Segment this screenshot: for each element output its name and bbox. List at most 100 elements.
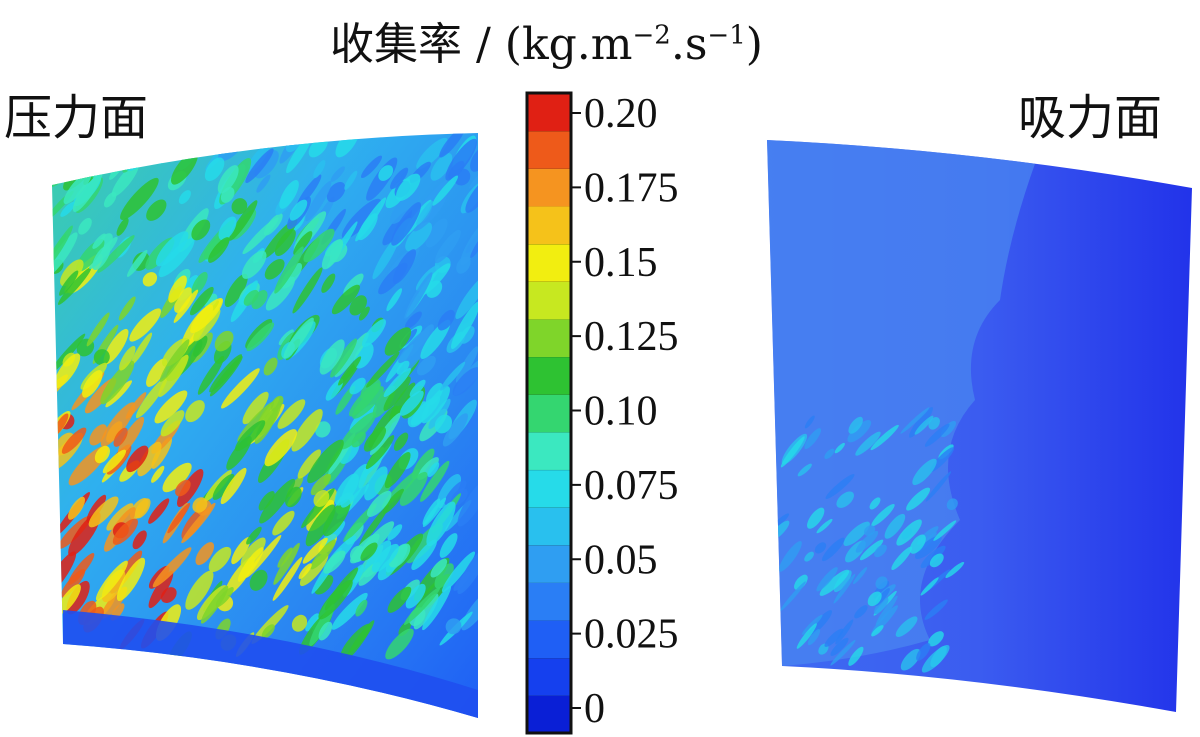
pressure-surface-streak xyxy=(245,133,259,149)
suction-surface-streak xyxy=(875,576,888,590)
suction-surface-streak xyxy=(814,542,827,554)
pressure-surface-streak xyxy=(277,399,306,429)
pressure-surface-streak xyxy=(214,330,234,352)
suction-surface-streak xyxy=(916,643,931,661)
pressure-surface-streak xyxy=(470,227,478,259)
pressure-surface-streak xyxy=(365,435,395,470)
pressure-surface-streak xyxy=(60,259,84,287)
pressure-surface-streak xyxy=(116,557,146,602)
pressure-surface-streak xyxy=(185,400,205,423)
pressure-surface-streak xyxy=(338,356,362,386)
pressure-surface-label: 压力面 xyxy=(4,90,149,146)
pressure-surface-streak xyxy=(224,273,248,308)
pressure-surface-streak xyxy=(240,537,266,567)
colorbar-tick-label: 0.15 xyxy=(584,240,658,286)
pressure-surface-streak xyxy=(263,357,278,376)
pressure-surface-streak xyxy=(256,174,271,193)
pressure-surface-streak xyxy=(366,351,400,388)
suction-surface-streak xyxy=(867,591,882,607)
pressure-surface-streak xyxy=(60,201,76,217)
colorbar-tick-label: 0.175 xyxy=(584,165,679,211)
pressure-surface-streak xyxy=(296,174,322,208)
pressure-surface-streak xyxy=(120,177,159,220)
suction-surface-streak xyxy=(824,628,844,647)
pressure-surface-streak xyxy=(209,356,243,397)
pressure-surface-streak xyxy=(363,426,387,452)
pressure-surface-streak xyxy=(305,613,320,632)
suction-surface-streak xyxy=(855,431,881,456)
pressure-surface-streak xyxy=(292,267,323,314)
suction-surface-streak xyxy=(843,521,870,547)
colorbar-level xyxy=(527,281,571,320)
colorbar-level xyxy=(527,318,571,358)
suction-surface-streak xyxy=(946,498,958,511)
colorbar-level xyxy=(527,507,571,546)
suction-surface-streak xyxy=(895,616,918,637)
suction-surface-streak xyxy=(804,428,822,450)
pressure-surface-streak xyxy=(393,432,409,451)
colorbar-tick-label: 0.025 xyxy=(584,612,679,658)
pressure-surface-streak xyxy=(455,346,478,383)
pressure-surface-streak xyxy=(249,569,268,591)
pressure-surface-streak xyxy=(102,449,127,474)
pressure-surface-streak xyxy=(53,353,81,389)
pressure-surface-streak xyxy=(134,498,151,519)
pressure-surface-streak xyxy=(459,326,475,344)
pressure-surface-streak xyxy=(245,148,274,184)
pressure-surface-streak xyxy=(52,333,86,375)
pressure-surface-streak xyxy=(52,558,61,575)
pressure-surface-streak xyxy=(445,618,462,635)
pressure-surface-streak xyxy=(321,273,336,293)
suction-surface-streak xyxy=(929,447,955,473)
pressure-surface-streak xyxy=(88,150,108,174)
pressure-surface-streak xyxy=(152,547,192,588)
pressure-surface-streak xyxy=(82,370,103,398)
suction-surface-streak xyxy=(855,530,879,553)
colorbar-level xyxy=(527,431,571,470)
pressure-surface-streak xyxy=(291,409,323,452)
pressure-surface-streak xyxy=(340,412,377,450)
pressure-surface-streak xyxy=(100,360,135,405)
pressure-surface-streak xyxy=(318,621,333,641)
pressure-surface-streak xyxy=(52,599,62,621)
pressure-surface-streak xyxy=(318,579,353,620)
pressure-surface-streak xyxy=(264,429,298,467)
pressure-surface-streak xyxy=(118,296,136,321)
pressure-surface-streak xyxy=(289,199,308,221)
pressure-surface-streak xyxy=(125,392,147,420)
pressure-surface-streak xyxy=(351,431,366,448)
suction-surface-streak xyxy=(925,471,952,502)
pressure-surface-streak xyxy=(60,568,86,598)
suction-surface-streak xyxy=(909,407,933,438)
pressure-surface-streak xyxy=(426,501,456,547)
suction-surface-streak xyxy=(854,605,868,619)
suction-surface-streak xyxy=(797,463,812,477)
pressure-surface-streak xyxy=(404,311,422,329)
pressure-surface-streak xyxy=(245,534,282,578)
pressure-surface-streak xyxy=(259,478,296,524)
pressure-surface-streak xyxy=(61,427,87,454)
pressure-surface-streak xyxy=(208,237,230,263)
pressure-surface-streak xyxy=(358,306,370,321)
colorbar-tick-label: 0.05 xyxy=(584,537,658,583)
pressure-surface-streak xyxy=(314,575,334,595)
pressure-surface-streak xyxy=(297,449,321,479)
suction-surface-streak xyxy=(780,581,806,612)
colorbar-level xyxy=(527,93,571,132)
pressure-surface-streak xyxy=(461,590,478,631)
pressure-surface-streak xyxy=(217,165,239,194)
pressure-surface-streak xyxy=(135,377,168,419)
suction-surface-streak xyxy=(900,648,921,671)
suction-surface-streak xyxy=(824,448,835,459)
pressure-surface-streak xyxy=(456,256,471,274)
colorbar-level xyxy=(527,582,571,621)
pressure-surface-streak xyxy=(119,345,136,371)
pressure-surface-streak xyxy=(93,349,110,366)
pressure-surface-streak xyxy=(425,382,444,406)
pressure-surface-streak xyxy=(103,328,129,365)
pressure-surface-streak xyxy=(176,469,204,507)
pressure-surface-streak xyxy=(278,329,294,346)
pressure-surface-streak xyxy=(416,200,434,226)
pressure-surface-streak xyxy=(174,287,193,313)
colorbar-level xyxy=(527,205,571,245)
